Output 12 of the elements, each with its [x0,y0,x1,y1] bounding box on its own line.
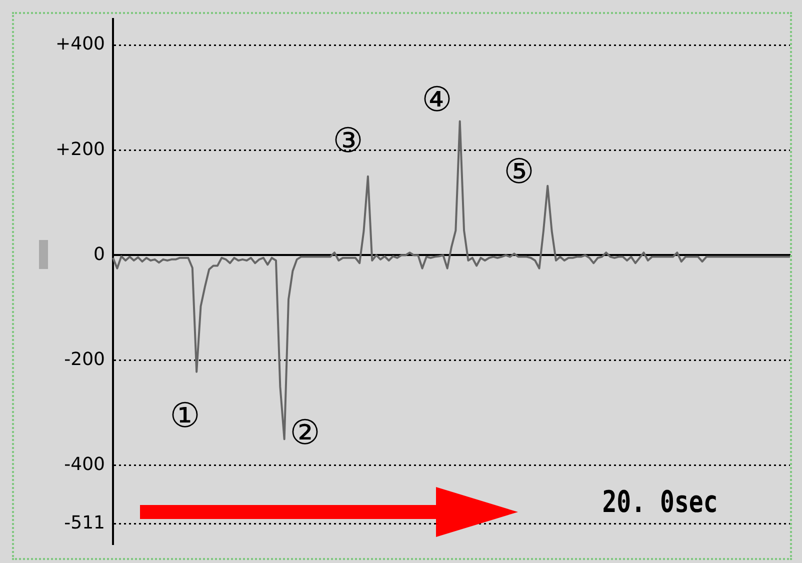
annotation: ① [170,396,200,436]
annotation: ③ [332,121,364,161]
annotation: ② [290,413,320,453]
annotation: ⑤ [504,152,534,192]
y-tick-label: +200 [56,138,105,160]
annotation: 20. 0sec [602,485,718,520]
y-tick-label: -511 [64,512,105,534]
annotation: ④ [422,80,452,120]
y-tick-label: +400 [56,34,105,55]
y-tick-label: 0 [94,244,105,265]
y-tick-label: -200 [64,348,105,370]
y-tick-label: -400 [64,454,105,476]
